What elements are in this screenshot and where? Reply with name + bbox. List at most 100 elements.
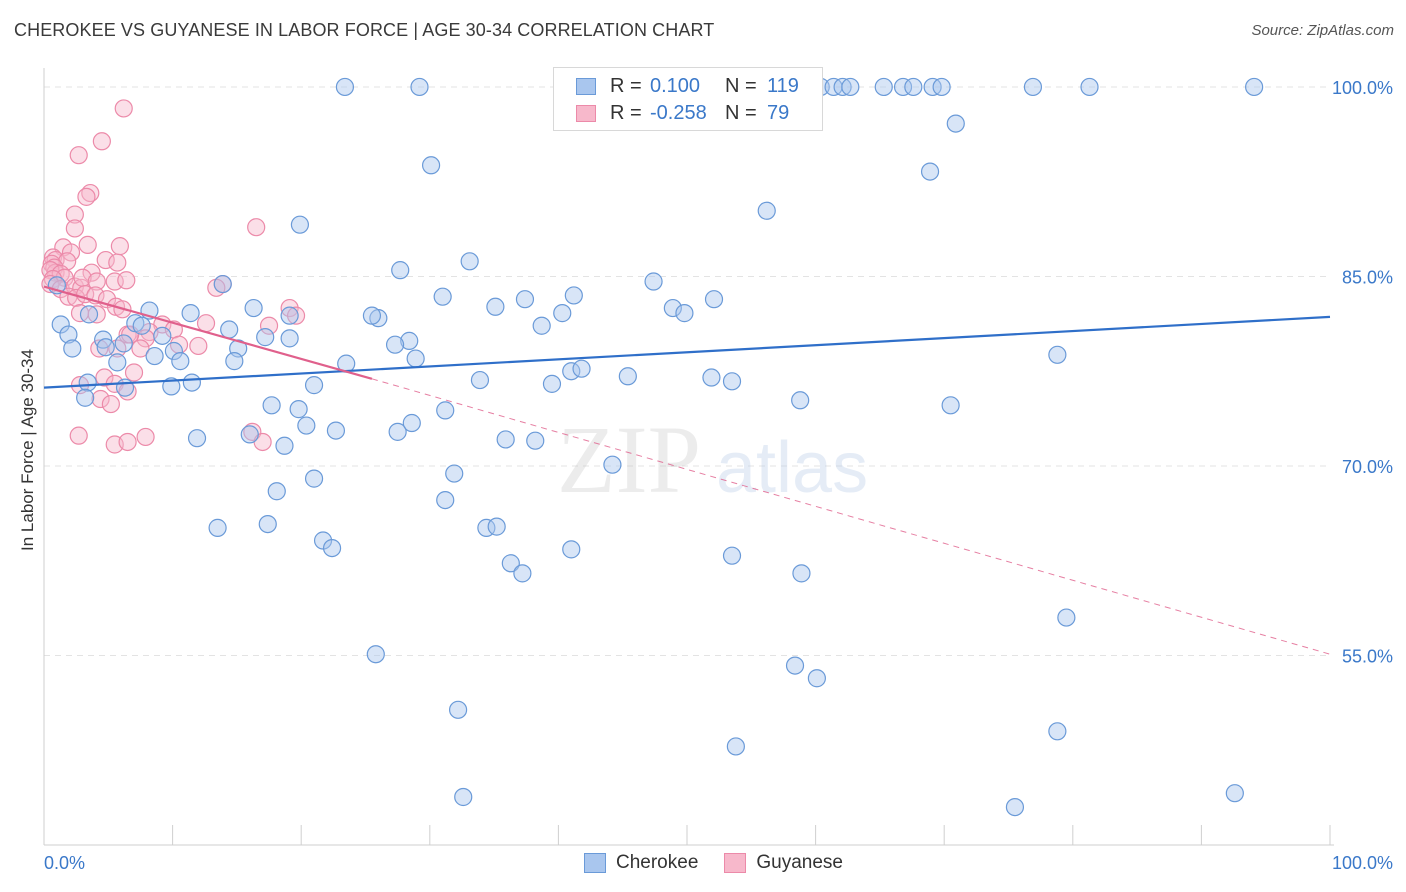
cherokee-point — [289, 400, 308, 419]
guyanese-point — [110, 237, 129, 256]
cherokee-point — [501, 554, 520, 573]
guyanese-point — [108, 253, 127, 272]
cherokee-point — [1048, 345, 1067, 364]
guyanese-point — [96, 250, 115, 270]
cherokee-point — [258, 514, 277, 534]
cherokee-point — [51, 315, 70, 334]
legend-box: R = 0.100 N = 119 R = -0.258 N = 79 — [553, 67, 823, 131]
y-tick-label: 70.0% — [1342, 457, 1393, 477]
y-axis-title-wrap: In Labor Force | Age 30-34 — [18, 300, 38, 600]
cherokee-point — [335, 77, 355, 97]
cherokee-point — [920, 162, 940, 181]
cherokee-point — [722, 372, 742, 391]
cherokee-point — [1048, 722, 1067, 741]
cherokee-point — [400, 331, 419, 350]
bottom-legend-cherokee: Cherokee — [584, 852, 698, 874]
guyanese-point — [118, 432, 137, 452]
bottom-legend-label-guyanese: Guyanese — [756, 852, 844, 873]
cherokee-point — [496, 430, 515, 449]
bottom-legend-swatch-cherokee — [584, 853, 606, 873]
legend-r-label: R = — [610, 74, 642, 97]
cherokee-point — [448, 700, 468, 719]
x-tick-label: 0.0% — [44, 853, 85, 873]
guyanese-point — [136, 427, 155, 447]
cherokee-point — [78, 373, 97, 392]
source-label: Source: ZipAtlas.com — [1251, 22, 1394, 39]
y-tick-label: 100.0% — [1332, 78, 1393, 98]
cherokee-point — [618, 367, 637, 386]
guyanese-point — [95, 368, 114, 387]
legend-n-value: 119 — [767, 74, 799, 97]
cherokee-point — [1225, 784, 1244, 803]
cherokee-point — [115, 378, 135, 397]
legend-r-label: R = — [610, 101, 642, 124]
cherokee-point — [1057, 608, 1076, 627]
bottom-legend-guyanese: Guyanese — [724, 852, 843, 874]
cherokee-point — [362, 306, 382, 325]
cherokee-point — [791, 391, 810, 410]
cherokee-point — [904, 77, 923, 97]
cherokee-point — [59, 325, 78, 344]
guyanese-point — [196, 314, 216, 333]
cherokee-point — [1005, 797, 1025, 817]
cherokee-point — [445, 464, 464, 483]
guyanese-point — [101, 394, 120, 414]
cherokee-point — [304, 376, 324, 395]
cherokee-trend-line — [43, 315, 1331, 389]
cherokee-point — [388, 422, 407, 441]
cherokee-point — [181, 304, 200, 323]
cherokee-point — [603, 455, 622, 474]
guyanese-point — [286, 306, 306, 325]
cherokee-point — [515, 290, 535, 309]
cherokee-point — [526, 431, 545, 450]
cherokee-point — [244, 298, 263, 318]
cherokee-point — [153, 326, 172, 345]
cherokee-point — [675, 304, 694, 323]
legend-n-value: 79 — [767, 101, 790, 124]
cherokee-point — [702, 368, 721, 387]
bottom-legend-label-cherokee: Cherokee — [616, 852, 699, 873]
cherokee-point — [946, 114, 965, 133]
legend-swatch-guyanese — [576, 104, 596, 122]
cherokee-point — [385, 335, 405, 354]
cherokee-point — [164, 341, 183, 361]
cherokee-point — [63, 339, 82, 358]
guyanese-point — [69, 146, 88, 165]
legend-swatch-cherokee — [576, 77, 596, 95]
guyanese-point — [91, 389, 110, 409]
y-tick-label: 85.0% — [1342, 267, 1393, 287]
cherokee-point — [932, 77, 951, 97]
cherokee-point — [275, 436, 294, 455]
cherokee-point — [726, 737, 745, 756]
cherokee-point — [304, 469, 324, 488]
cherokee-point — [572, 359, 591, 378]
cherokee-point — [532, 316, 551, 335]
trend-lines — [43, 285, 1331, 655]
watermark: ZIP atlas — [557, 406, 868, 513]
cherokee-point — [542, 374, 562, 393]
watermark-zip: ZIP — [557, 406, 701, 513]
cherokee-point — [833, 77, 852, 97]
cherokee-point — [213, 274, 232, 294]
cherokee-point — [96, 338, 115, 357]
cherokee-point — [280, 329, 299, 348]
x-tick-label: 100.0% — [1332, 853, 1393, 873]
cherokee-point — [280, 306, 299, 325]
guyanese-trend-line — [43, 285, 373, 380]
guyanese-points — [41, 99, 306, 454]
axes — [43, 68, 1334, 846]
guyanese-point — [280, 298, 299, 318]
guyanese-point — [69, 426, 88, 445]
cherokee-point — [322, 538, 342, 558]
cherokee-point — [562, 540, 581, 559]
guyanese-point — [105, 272, 124, 291]
cherokee-point — [290, 215, 310, 234]
cherokee-point — [454, 787, 473, 807]
cherokee-point — [402, 413, 421, 433]
cherokee-point — [114, 334, 133, 353]
cherokee-point — [470, 370, 490, 390]
cherokee-point — [1080, 77, 1099, 97]
legend-r-value: -0.258 — [650, 101, 707, 124]
cherokee-point — [240, 425, 259, 444]
guyanese-trend-extension — [371, 378, 1331, 655]
